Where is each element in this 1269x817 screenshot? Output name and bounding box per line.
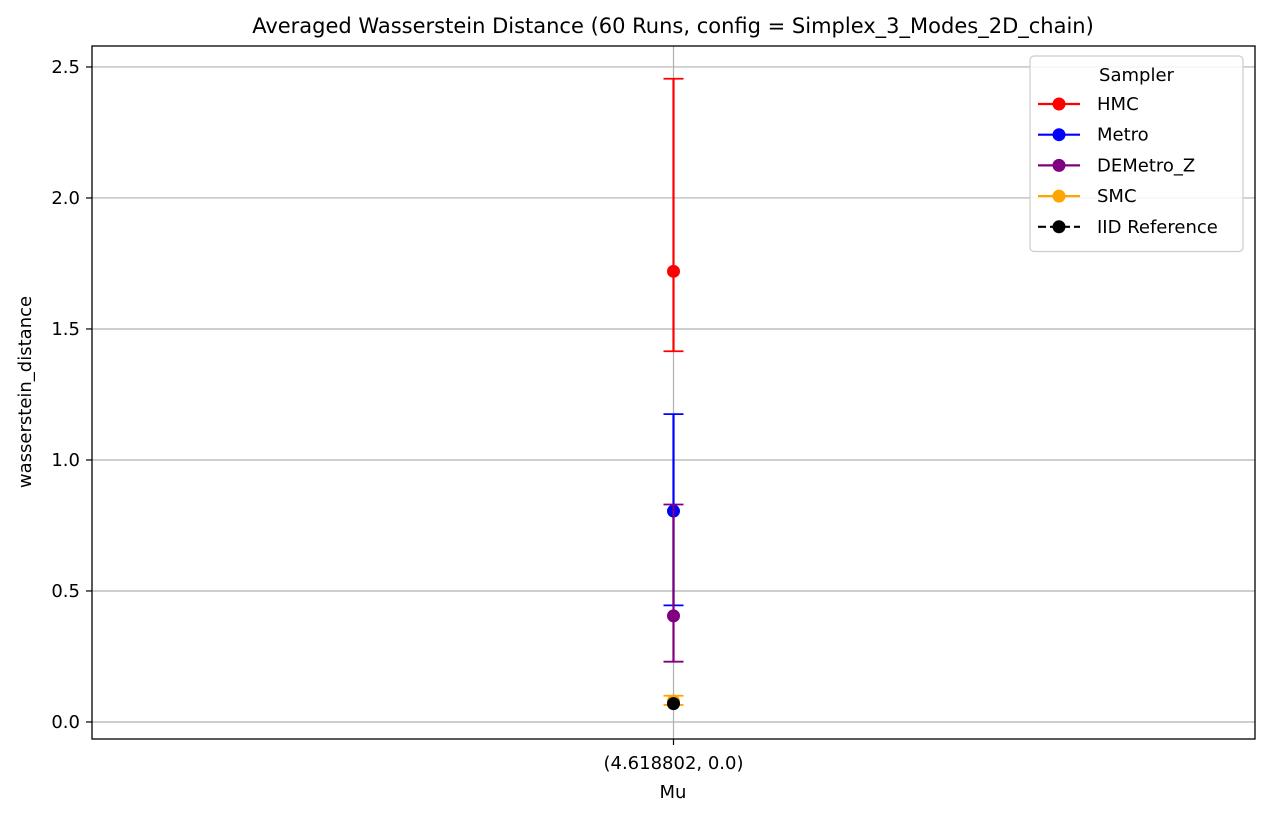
data-point	[667, 697, 680, 711]
series-hmc	[663, 77, 684, 353]
legend-marker	[1052, 189, 1066, 203]
legend-marker	[1052, 220, 1066, 234]
legend-entry: SMC	[1097, 186, 1137, 207]
y-tick-label: 0.0	[51, 712, 80, 733]
y-tick-label: 0.5	[51, 581, 80, 602]
chart-title: Averaged Wasserstein Distance (60 Runs, …	[252, 14, 1094, 39]
legend-marker	[1052, 128, 1066, 142]
series-iid-reference	[667, 697, 680, 711]
series-demetro-z	[663, 503, 684, 663]
y-tick-label: 1.5	[51, 319, 80, 340]
legend-entry: DEMetro_Z	[1097, 155, 1195, 176]
legend-marker	[1052, 97, 1066, 111]
legend-box	[1029, 55, 1244, 253]
y-axis: 0.0 0.5 1.0 1.5 2.0 2.5	[51, 57, 92, 733]
x-axis: (4.618802, 0.0)	[603, 739, 744, 774]
data-point	[667, 264, 680, 278]
legend-marker	[1052, 158, 1066, 172]
legend-title: Sampler	[1099, 65, 1174, 86]
data-point	[667, 609, 680, 623]
x-axis-label: Mu	[660, 782, 687, 803]
series-layer	[663, 77, 684, 711]
y-tick-label: 2.5	[51, 57, 80, 78]
legend-entry: Metro	[1097, 125, 1149, 146]
y-tick-label: 2.0	[51, 188, 80, 209]
legend-entry: IID Reference	[1097, 217, 1218, 238]
legend: Sampler HMC Metro DEMetro_Z SMC IID Reference	[1029, 55, 1244, 253]
x-tick-label: (4.618802, 0.0)	[603, 753, 743, 774]
legend-entry: HMC	[1097, 94, 1139, 115]
y-axis-label: wasserstein_distance	[15, 296, 36, 488]
y-tick-label: 1.0	[51, 450, 80, 471]
